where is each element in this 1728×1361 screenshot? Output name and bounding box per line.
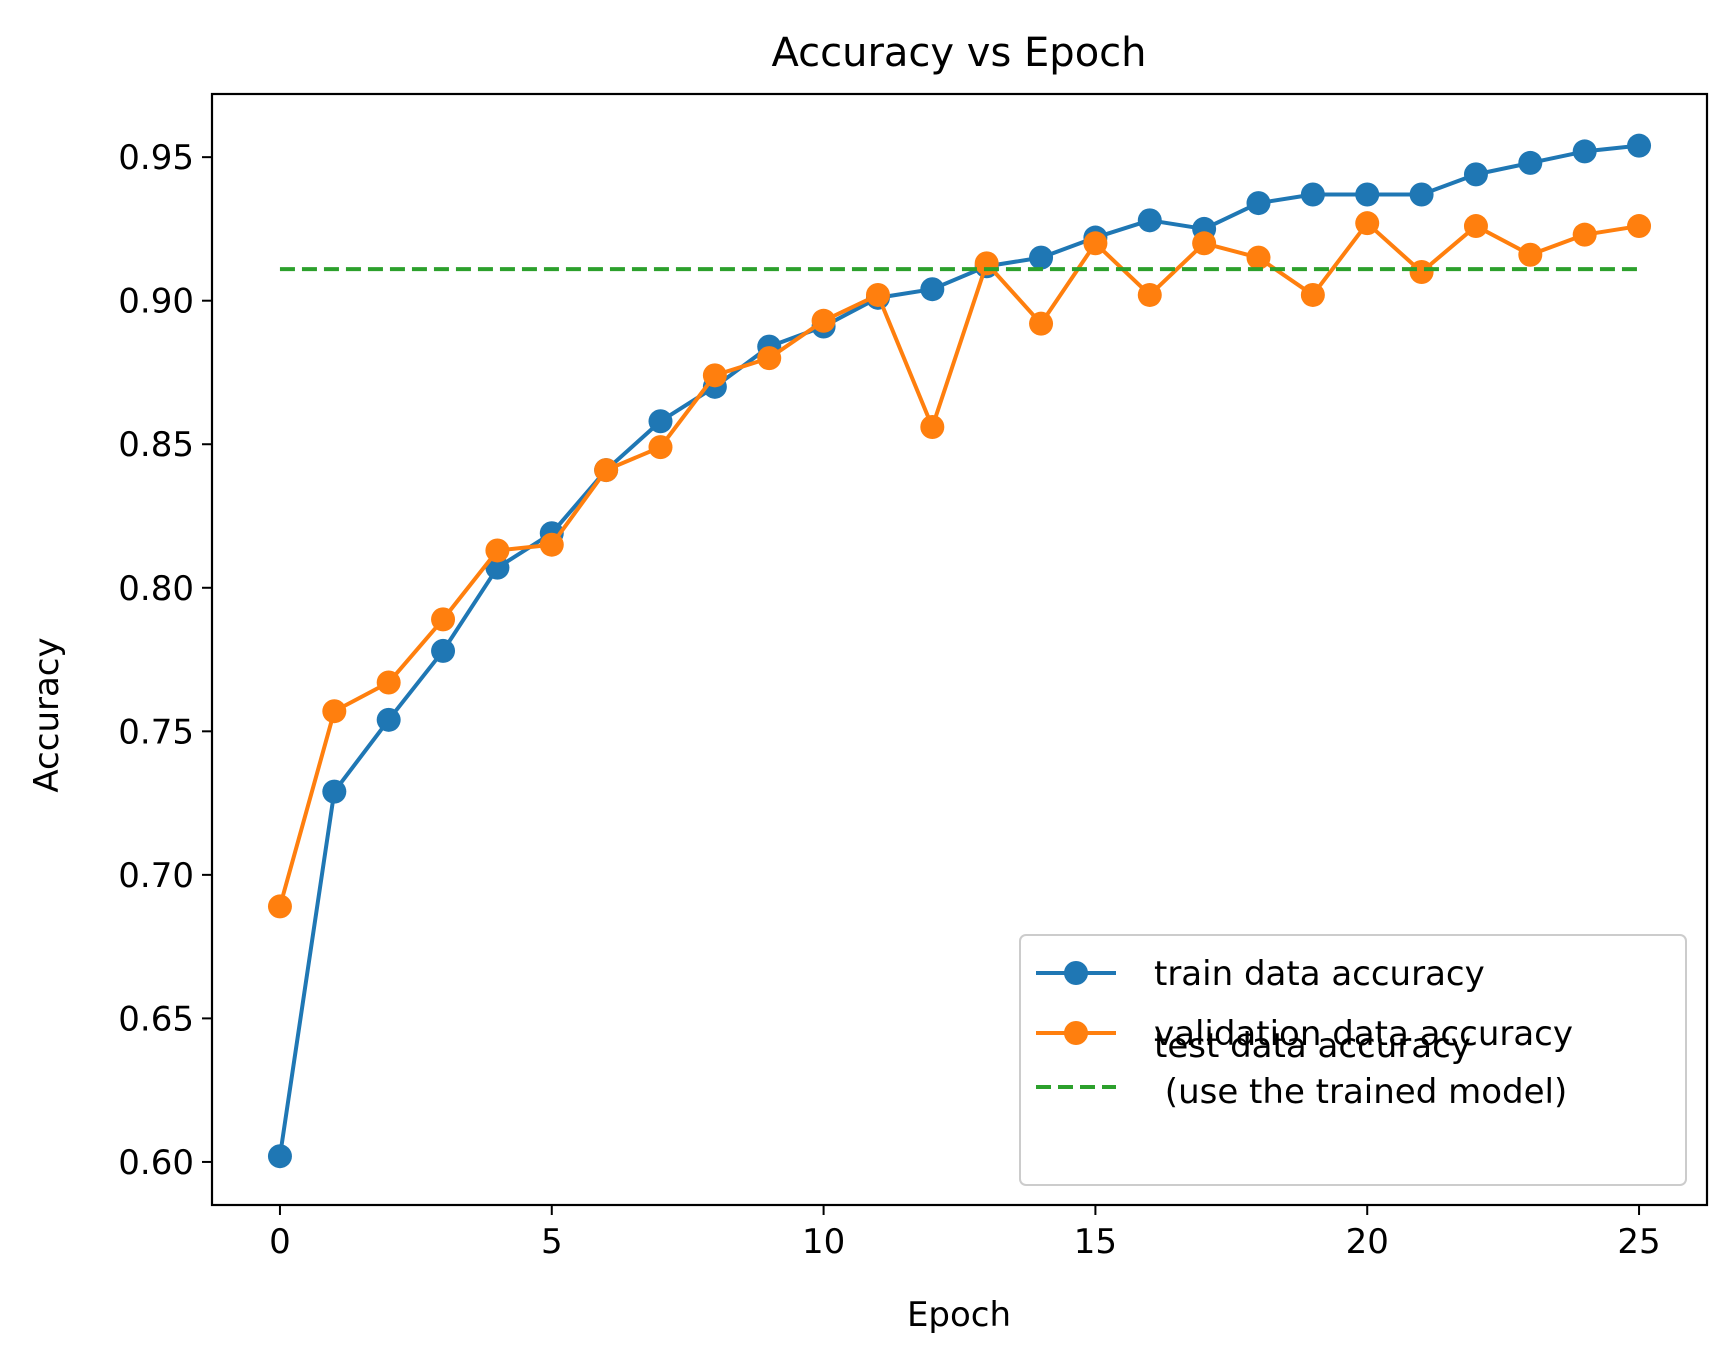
data-point <box>1246 245 1271 270</box>
data-point <box>1083 231 1108 256</box>
data-point <box>1300 182 1325 207</box>
legend-item-3: test data accuracy (use the trained mode… <box>1036 1026 1567 1112</box>
data-point <box>1355 182 1380 207</box>
data-point <box>1627 214 1652 239</box>
data-point <box>648 409 673 434</box>
data-point <box>539 532 564 557</box>
data-point <box>974 251 999 276</box>
data-point <box>1246 191 1271 216</box>
x-tick-label: 20 <box>1346 1222 1389 1262</box>
data-point <box>1029 311 1054 336</box>
data-point <box>1137 208 1162 233</box>
data-point <box>920 277 945 302</box>
data-point <box>1572 139 1597 164</box>
axes: 0 5 10 15 20 25 0.60 0.65 0.70 0.75 0.80 0.85 0.90 0.… <box>118 92 1709 1262</box>
legend-label: test data accuracy <box>1154 1026 1471 1066</box>
legend: train data accuracy validation data accur… <box>1019 934 1687 1186</box>
chart-title: Accuracy vs Epoch <box>771 30 1146 76</box>
data-point <box>594 458 619 483</box>
legend-label: train data accuracy <box>1154 954 1485 994</box>
data-point <box>1518 242 1543 267</box>
plot-frame <box>210 92 1709 1207</box>
data-point <box>1409 182 1434 207</box>
data-point <box>1300 282 1325 307</box>
x-tick-label: 25 <box>1617 1222 1660 1262</box>
x-axis-label: Epoch <box>907 1295 1011 1335</box>
series-2 <box>267 211 1652 919</box>
legend-marker <box>1064 1021 1088 1045</box>
legend-label: validation data accuracy <box>1154 1014 1573 1054</box>
y-tick-label: 0.80 <box>118 569 194 609</box>
data-point <box>1192 231 1217 256</box>
y-tick-label: 0.60 <box>118 1143 194 1183</box>
y-tick-label: 0.85 <box>118 425 194 465</box>
data-point <box>267 1144 292 1169</box>
data-point <box>1409 259 1434 284</box>
data-point <box>376 707 401 732</box>
x-tick-label: 10 <box>802 1222 845 1262</box>
x-tick-label: 0 <box>269 1222 291 1262</box>
data-point <box>811 308 836 333</box>
legend-marker <box>1064 961 1088 985</box>
data-point <box>1518 150 1543 175</box>
legend-label: (use the trained model) <box>1154 1072 1567 1112</box>
y-tick-label: 0.65 <box>118 999 194 1039</box>
data-point <box>485 538 510 563</box>
data-point <box>485 555 510 580</box>
data-point <box>757 346 782 371</box>
y-tick-label: 0.70 <box>118 856 194 896</box>
y-tick-label: 0.75 <box>118 712 194 752</box>
data-point <box>1627 133 1652 158</box>
legend-item-2: validation data accuracy <box>1036 1014 1573 1054</box>
legend-item-1: train data accuracy <box>1036 954 1485 994</box>
legend-box <box>1019 934 1687 1186</box>
data-point <box>1463 214 1488 239</box>
data-point <box>1572 222 1597 247</box>
data-point <box>431 638 456 663</box>
data-point <box>322 779 347 804</box>
y-axis-label: Accuracy <box>27 637 67 792</box>
x-tick-label: 15 <box>1074 1222 1117 1262</box>
data-point <box>648 435 673 460</box>
data-point <box>1463 162 1488 187</box>
data-point <box>376 670 401 695</box>
data-point <box>1137 282 1162 307</box>
x-tick-label: 5 <box>541 1222 563 1262</box>
y-tick-label: 0.95 <box>118 138 194 178</box>
data-point <box>431 607 456 632</box>
data-point <box>1355 211 1380 236</box>
data-point <box>322 699 347 724</box>
plot-area <box>267 133 1652 1169</box>
data-point <box>865 282 890 307</box>
data-point <box>920 415 945 440</box>
data-point <box>702 363 727 388</box>
y-tick-label: 0.90 <box>118 282 194 322</box>
data-point <box>1029 245 1054 270</box>
data-point <box>267 894 292 919</box>
